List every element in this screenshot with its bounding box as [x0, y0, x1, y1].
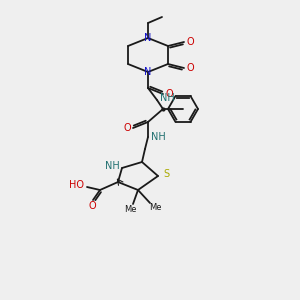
Text: Me: Me: [149, 203, 161, 212]
Text: O: O: [123, 123, 131, 133]
Text: NH: NH: [105, 161, 119, 171]
Text: HO: HO: [70, 180, 85, 190]
Text: NH: NH: [151, 132, 165, 142]
Text: N: N: [144, 33, 152, 43]
Text: N: N: [144, 67, 152, 77]
Text: Me: Me: [124, 205, 136, 214]
Text: O: O: [165, 89, 173, 99]
Text: NH: NH: [160, 93, 174, 103]
Text: O: O: [186, 37, 194, 47]
Text: S: S: [163, 169, 169, 179]
Text: O: O: [186, 63, 194, 73]
Text: O: O: [88, 201, 96, 211]
